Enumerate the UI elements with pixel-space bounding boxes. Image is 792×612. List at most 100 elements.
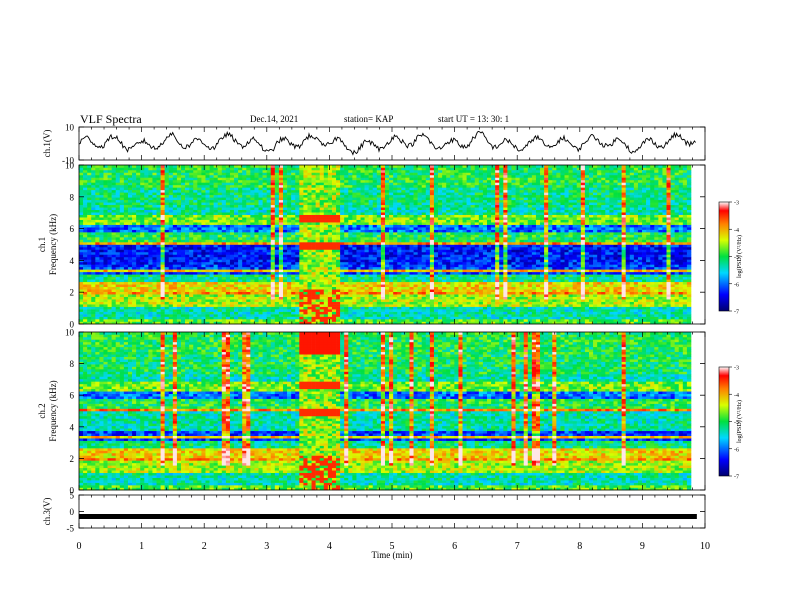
spectrogram-cell — [132, 279, 137, 283]
spectrogram-cell — [132, 261, 137, 265]
spectrogram-cell — [380, 246, 386, 250]
spectrogram-cell — [360, 296, 365, 300]
spectrogram-cell — [389, 321, 394, 325]
spectrogram-cell — [225, 266, 231, 270]
spectrogram-cell — [246, 321, 251, 325]
spectrogram-cell — [246, 234, 251, 238]
spectrogram-cell — [201, 256, 206, 260]
spectrogram-cell — [254, 232, 259, 235]
spectrogram-cell — [254, 229, 259, 233]
spectrogram-cell — [311, 207, 316, 211]
spectrogram-cell — [115, 259, 121, 263]
spectrogram-cell — [160, 222, 165, 225]
spectrogram-cell — [103, 234, 108, 238]
spectrogram-cell — [136, 269, 141, 273]
spectrogram-cell — [225, 296, 231, 300]
spectrogram-cell — [95, 174, 100, 178]
spectrogram-cell — [295, 316, 300, 320]
spectrogram-cell — [270, 271, 276, 275]
spectrogram-cell — [242, 242, 247, 245]
spectrogram-cell — [164, 251, 170, 255]
spectrogram-cell — [283, 165, 288, 168]
spectrogram-cell — [181, 309, 186, 312]
spectrogram-cell — [348, 274, 353, 278]
spectrogram-cell — [323, 174, 329, 178]
spectrogram-cell — [242, 189, 247, 193]
spectrogram-cell — [156, 269, 161, 273]
spectrogram-cell — [189, 177, 194, 181]
spectrogram-cell — [266, 279, 272, 283]
spectrogram-cell — [103, 254, 108, 258]
spectrogram-cell — [201, 251, 206, 255]
spectrogram-cell — [380, 301, 386, 305]
spectrogram-cell — [91, 224, 96, 228]
spectrogram-cell — [160, 214, 165, 218]
spectrogram-cell — [323, 189, 329, 193]
spectrogram-cell — [393, 184, 398, 188]
spectrogram-cell — [185, 246, 190, 250]
spectrogram-cell — [299, 251, 304, 255]
spectrogram-cell — [274, 232, 280, 235]
spectrogram-cell — [172, 184, 178, 188]
spectrogram-cell — [283, 276, 288, 280]
spectrogram-cell — [144, 244, 149, 248]
spectrogram-cell — [323, 192, 329, 196]
spectrogram-cell — [193, 212, 198, 215]
spectrogram-cell — [323, 306, 329, 310]
spectrogram-cell — [246, 192, 251, 196]
spectrogram-cell — [283, 296, 288, 300]
spectrogram-cell — [348, 261, 353, 265]
spectrogram-cell — [250, 251, 255, 255]
spectrogram-cell — [331, 189, 337, 193]
spectrogram-cell — [193, 207, 198, 211]
spectrogram-cell — [270, 309, 276, 312]
spectrogram-cell — [315, 165, 321, 168]
spectrogram-cell — [368, 296, 374, 300]
spectrogram-cell — [258, 242, 263, 245]
spectrogram-cell — [344, 284, 349, 288]
spectrogram-cell — [356, 229, 361, 233]
spectrogram-cell — [197, 294, 202, 297]
spectrogram-cell — [327, 286, 333, 290]
spectrogram-cell — [205, 301, 210, 305]
spectrogram-cell — [303, 316, 308, 320]
spectrogram-cell — [136, 194, 141, 198]
spectrogram-cell — [336, 284, 341, 288]
spectrogram-cell — [389, 281, 394, 285]
spectrogram-cell — [270, 269, 276, 273]
spectrogram-cell — [225, 209, 231, 213]
spectrogram-cell — [119, 294, 125, 297]
spectrogram-cell — [185, 261, 190, 265]
spectrogram-cell — [344, 184, 349, 188]
spectrogram-cell — [291, 199, 296, 203]
spectrogram-cell — [327, 202, 333, 206]
spectrogram-cell — [327, 269, 333, 273]
spectrogram-cell — [250, 182, 255, 186]
spectrogram-cell — [291, 204, 296, 208]
spectrogram-cell — [283, 261, 288, 265]
spectrogram-cell — [213, 291, 219, 295]
spectrogram-cell — [242, 264, 247, 268]
spectrogram-cell — [299, 224, 304, 228]
spectrogram-cell — [107, 189, 112, 193]
spectrogram-cell — [238, 177, 243, 181]
spectrogram-cell — [185, 294, 190, 297]
spectrogram-cell — [229, 276, 235, 280]
spectrogram-cell — [336, 224, 341, 228]
spectrogram-cell — [348, 239, 353, 243]
spectrogram-cell — [176, 311, 182, 315]
spectrogram-cell — [307, 177, 312, 181]
spectrogram-cell — [352, 224, 357, 228]
spectrogram-cell — [372, 246, 378, 250]
spectrogram-cell — [127, 289, 133, 292]
spectrogram-cell — [172, 214, 178, 218]
spectrogram-cell — [234, 251, 239, 255]
spectrogram-cell — [156, 219, 161, 223]
spectrogram-cell — [136, 319, 141, 322]
spectrogram-cell — [348, 251, 353, 255]
spectrogram-cell — [87, 172, 92, 176]
spectrogram-cell — [225, 251, 231, 255]
spectrogram-cell — [315, 194, 321, 198]
spectrogram-cell — [291, 289, 296, 292]
